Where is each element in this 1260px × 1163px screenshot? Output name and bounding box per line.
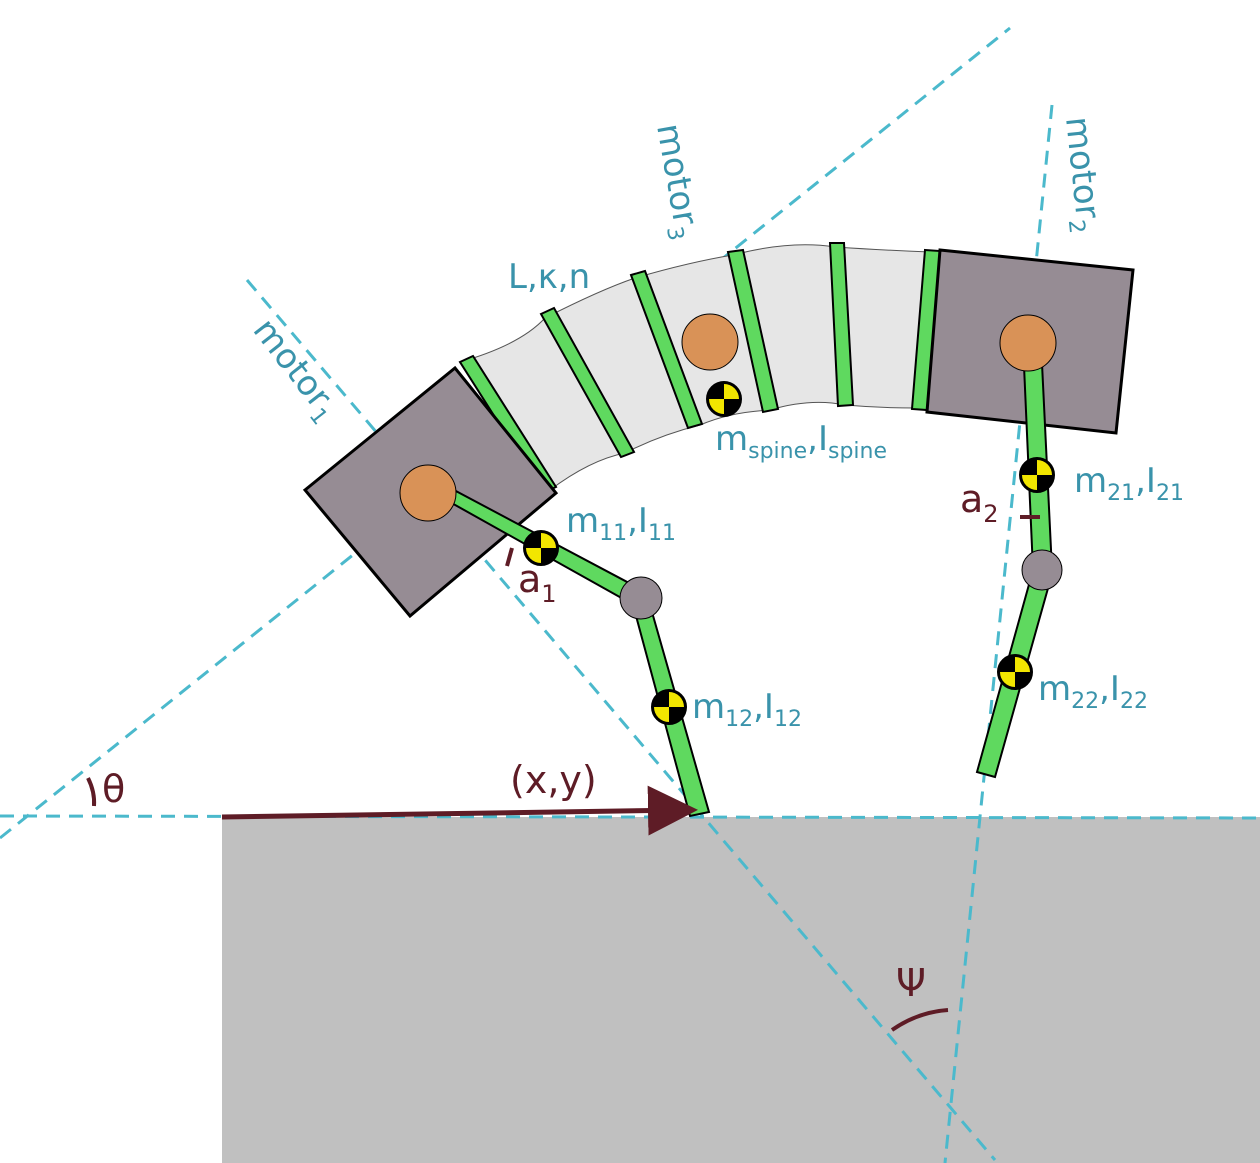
spine-segments: [458, 242, 942, 495]
a1-mark: [505, 547, 514, 567]
motor1-axis-line: [245, 279, 997, 1161]
spine-mass-label: mspine,Ispine: [715, 419, 887, 464]
front-knee-joint: [1021, 549, 1063, 591]
ground: [222, 817, 1260, 1163]
center-of-mass-icon: [997, 654, 1033, 690]
ground-reference-line: [0, 814, 1260, 820]
psi-label: Ψ: [896, 961, 926, 1005]
a1-label: a1: [518, 557, 557, 608]
m12-label: m12,I12: [692, 687, 802, 732]
position-label: (x,y): [510, 758, 597, 802]
spine-body: [459, 244, 931, 491]
center-of-mass-icon: [651, 689, 687, 725]
m22-label: m22,I22: [1038, 669, 1148, 714]
m21-label: m21,I21: [1074, 461, 1184, 506]
m11-label: m11,I11: [566, 501, 676, 546]
theta-angle-mark: [86, 777, 97, 807]
rear-knee-joint: [619, 576, 663, 620]
spine-params-label: L,κ,n: [508, 257, 590, 297]
motor1-joint: [399, 464, 457, 522]
spine-segment: [539, 306, 636, 459]
motor1-label: motor1: [241, 311, 348, 430]
psi-angle-mark: [890, 1008, 949, 1032]
theta-label: θ: [102, 767, 125, 811]
spine-segment: [629, 269, 704, 430]
motor3-label: motor3: [643, 121, 707, 243]
motor2-joint: [999, 314, 1057, 372]
motor3-joint: [681, 313, 739, 371]
spine-segment: [726, 248, 780, 414]
spine-segment: [828, 242, 855, 408]
center-of-mass-icon: [1019, 457, 1055, 493]
center-of-mass-icon: [706, 381, 742, 417]
position-vector-arrow: [221, 785, 698, 836]
motor2-axis-line: [943, 104, 1054, 1163]
a2-label: a2: [960, 477, 999, 528]
motor2-label: motor2: [1052, 115, 1109, 235]
